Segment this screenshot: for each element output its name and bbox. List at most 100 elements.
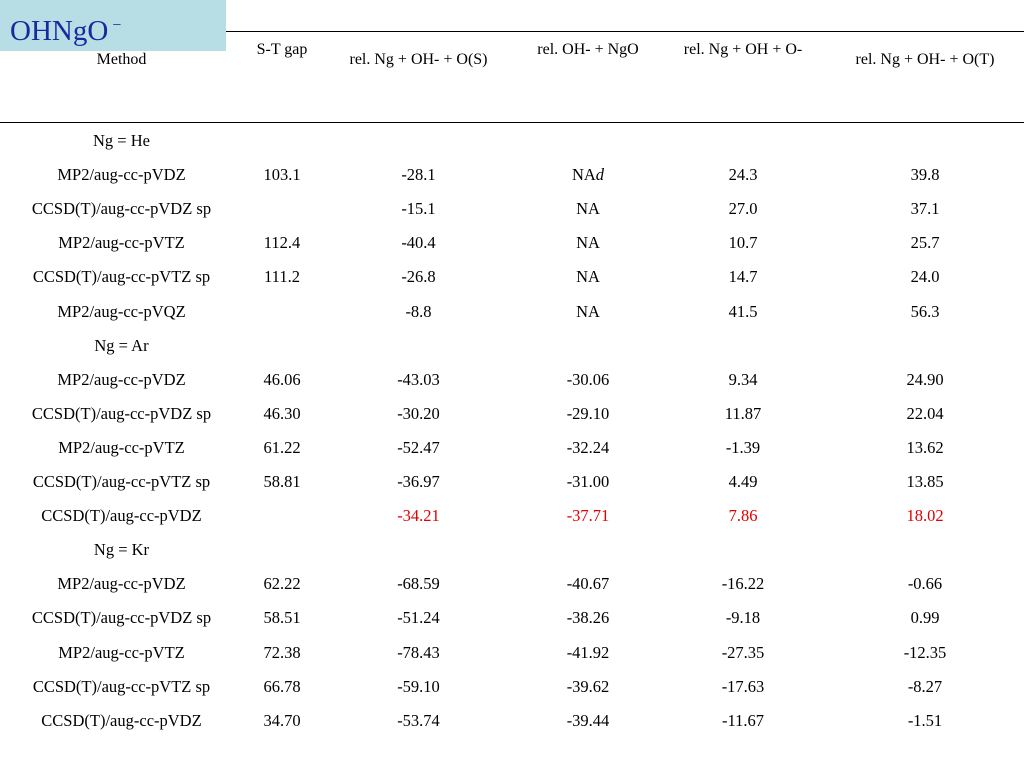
cell-st-gap: 72.38 — [263, 642, 301, 662]
slide-title-text: OHNgO — [10, 15, 109, 47]
cell-rel-ng-oh-o-s: -59.10 — [397, 676, 440, 696]
cell-rel-ng-oh-o-minus: 41.5 — [728, 301, 758, 321]
header-method: Method — [96, 51, 147, 68]
footnote-marker: d — [595, 165, 605, 185]
cell-rel-ng-oh-o-s: -8.8 — [405, 301, 432, 321]
cell-rel-ng-oh-o-s: -53.74 — [397, 710, 440, 730]
cell-rel-oh-ngo: NA — [576, 301, 600, 321]
group-row: Ng = He — [0, 124, 1024, 158]
table-row: MP2/aug-cc-pVQZ -8.8 NA 41.5 56.3 — [0, 295, 1024, 329]
cell-rel-oh-ngo: -39.44 — [566, 710, 610, 730]
cell-rel-ng-oh-o-minus: 11.87 — [724, 403, 762, 423]
table-row: MP2/aug-cc-pVTZ 112.4 -40.4 NA 10.7 25.7 — [0, 226, 1024, 260]
cell-rel-oh-ngo: NA — [576, 199, 600, 219]
cell-st-gap — [243, 295, 321, 329]
cell-rel-ng-oh-o-minus: 7.86 — [728, 506, 758, 526]
header-rel-oh-ngo: rel. OH- + NgO — [537, 41, 639, 58]
table-row: CCSD(T)/aug-cc-pVTZ sp 66.78 -59.10 -39.62 -… — [0, 670, 1024, 704]
table-row: MP2/aug-cc-pVDZ 62.22 -68.59 -40.67 -16.22 -0… — [0, 567, 1024, 601]
cell-rel-oh-ngo: -39.62 — [566, 676, 610, 696]
cell-rel-ng-oh-o-minus: -27.35 — [721, 642, 765, 662]
cell-method: CCSD(T)/aug-cc-pVDZ sp — [31, 608, 212, 628]
cell-method: MP2/aug-cc-pVTZ — [58, 233, 185, 253]
table-row: CCSD(T)/aug-cc-pVDZ sp 46.30 -30.20 -29.10 1… — [0, 397, 1024, 431]
cell-st-gap — [243, 192, 321, 226]
cell-rel-oh-ngo: NAd — [571, 165, 605, 185]
cell-method: CCSD(T)/aug-cc-pVTZ sp — [32, 472, 211, 491]
cell-st-gap: 111.2 — [264, 267, 300, 287]
cell-rel-ng-oh-o-minus: 4.49 — [728, 472, 758, 491]
cell-st-gap — [243, 499, 321, 533]
table-row: CCSD(T)/aug-cc-pVTZ sp 58.81 -36.97 -31.00 4… — [0, 465, 1024, 499]
cell-rel-ng-oh-o-s: -26.8 — [401, 267, 436, 287]
cell-rel-ng-oh-o-s: -30.20 — [397, 403, 440, 423]
slide-title: OHNgO − — [0, 0, 226, 51]
cell-rel-ng-oh-o-s: -40.4 — [401, 233, 436, 253]
cell-st-gap: 34.70 — [263, 710, 301, 730]
cell-rel-ng-oh-o-minus: -1.39 — [725, 437, 761, 457]
cell-rel-oh-ngo: -41.92 — [566, 642, 610, 662]
table-row: CCSD(T)/aug-cc-pVDZ sp 58.51 -51.24 -38.26 -… — [0, 601, 1024, 635]
cell-rel-ng-oh-o-minus: 10.7 — [728, 233, 758, 253]
cell-rel-ng-oh-o-minus: -9.18 — [725, 608, 761, 628]
cell-rel-oh-ngo: NA — [576, 233, 600, 253]
table-row: MP2/aug-cc-pVTZ 72.38 -78.43 -41.92 -27.35 -1… — [0, 636, 1024, 670]
cell-rel-ng-oh-o-t: 22.04 — [906, 403, 944, 423]
group-label: Ng = He — [93, 131, 150, 150]
cell-rel-ng-oh-o-minus: 24.3 — [728, 165, 758, 185]
cell-rel-ng-oh-o-t: 39.8 — [910, 165, 940, 185]
cell-st-gap: 66.78 — [263, 676, 301, 696]
cell-st-gap: 61.22 — [263, 437, 301, 457]
cell-rel-oh-ngo: NA — [576, 267, 600, 287]
cell-rel-ng-oh-o-minus: -16.22 — [721, 574, 765, 594]
table-top-rule — [226, 31, 1024, 32]
table-row: CCSD(T)/aug-cc-pVDZ 34.70 -53.74 -39.44 -11.… — [0, 704, 1024, 738]
cell-method: MP2/aug-cc-pVDZ — [57, 369, 186, 389]
cell-rel-ng-oh-o-s: -28.1 — [401, 165, 436, 185]
cell-rel-ng-oh-o-t: 13.62 — [906, 437, 944, 457]
cell-method: CCSD(T)/aug-cc-pVTZ sp — [32, 267, 211, 287]
cell-method: MP2/aug-cc-pVDZ — [57, 574, 186, 594]
cell-method: CCSD(T)/aug-cc-pVDZ sp — [31, 199, 212, 219]
cell-method: MP2/aug-cc-pVTZ — [58, 642, 185, 662]
cell-st-gap: 112.4 — [263, 233, 301, 253]
cell-rel-ng-oh-o-t: 0.99 — [910, 608, 940, 628]
cell-rel-oh-ngo: -40.67 — [566, 574, 610, 594]
cell-rel-ng-oh-o-t: 18.02 — [906, 506, 944, 526]
cell-rel-ng-oh-o-t: 24.90 — [906, 369, 944, 389]
cell-rel-ng-oh-o-minus: 27.0 — [728, 199, 758, 219]
table-row: CCSD(T)/aug-cc-pVDZ -34.21 -37.71 7.86 18.02 — [0, 499, 1024, 533]
slide-title-superscript: − — [112, 17, 122, 34]
cell-rel-ng-oh-o-t: 25.7 — [910, 233, 940, 253]
cell-rel-ng-oh-o-s: -15.1 — [401, 199, 436, 219]
table-row: MP2/aug-cc-pVTZ 61.22 -52.47 -32.24 -1.39 13.… — [0, 431, 1024, 465]
cell-rel-ng-oh-o-t: 37.1 — [910, 199, 940, 219]
cell-rel-ng-oh-o-minus: -11.67 — [721, 710, 764, 730]
header-rel-ng-oh-o-t: rel. Ng + OH- + O(T) — [855, 51, 995, 68]
cell-st-gap: 58.51 — [263, 608, 301, 628]
cell-st-gap: 46.06 — [263, 369, 301, 389]
cell-method: CCSD(T)/aug-cc-pVDZ — [41, 506, 202, 526]
table-row: CCSD(T)/aug-cc-pVTZ sp 111.2 -26.8 NA 14.7 24… — [0, 260, 1024, 294]
cell-rel-ng-oh-o-t: -8.27 — [907, 676, 943, 696]
group-row: Ng = Ar — [0, 329, 1024, 363]
cell-rel-oh-ngo: -30.06 — [566, 369, 610, 389]
cell-rel-oh-ngo: -31.00 — [566, 472, 610, 491]
group-row: Ng = Kr — [0, 533, 1024, 567]
cell-method: CCSD(T)/aug-cc-pVDZ sp — [31, 403, 212, 423]
cell-rel-ng-oh-o-t: 24.0 — [910, 267, 940, 287]
group-label: Ng = Ar — [94, 335, 149, 355]
cell-rel-ng-oh-o-t: -12.35 — [903, 642, 947, 662]
cell-st-gap: 103.1 — [263, 165, 301, 185]
cell-rel-ng-oh-o-s: -51.24 — [397, 608, 440, 628]
group-label: Ng = Kr — [93, 540, 150, 560]
cell-method: MP2/aug-cc-pVQZ — [57, 301, 186, 321]
cell-rel-ng-oh-o-t: 56.3 — [910, 301, 940, 321]
cell-method: CCSD(T)/aug-cc-pVDZ — [41, 710, 202, 730]
cell-rel-ng-oh-o-s: -78.43 — [397, 642, 440, 662]
cell-rel-ng-oh-o-s: -34.21 — [397, 506, 440, 526]
cell-method: MP2/aug-cc-pVTZ — [58, 437, 185, 457]
cell-rel-ng-oh-o-t: -1.51 — [907, 710, 943, 730]
table-row: MP2/aug-cc-pVDZ 46.06 -43.03 -30.06 9.34 24.9… — [0, 363, 1024, 397]
cell-rel-ng-oh-o-s: -52.47 — [397, 437, 440, 457]
